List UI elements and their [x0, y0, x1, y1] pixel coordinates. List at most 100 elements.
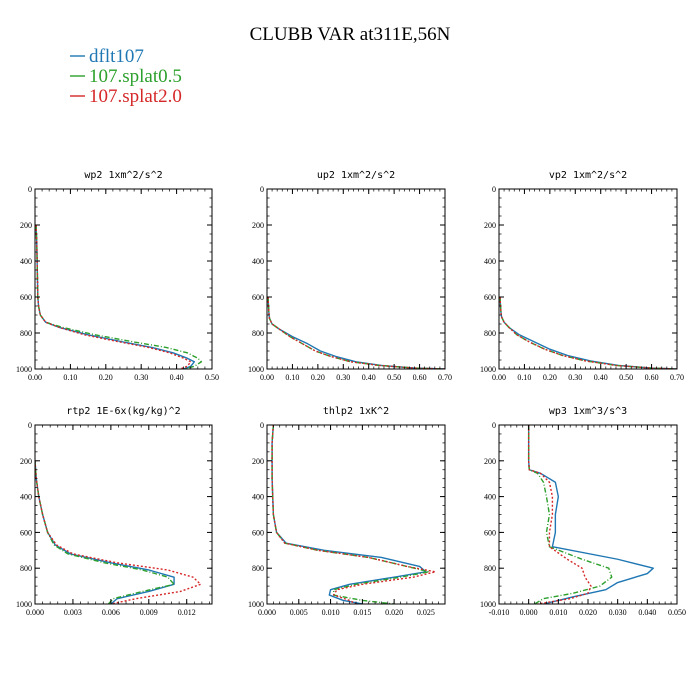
y-tick-label: 0: [492, 185, 496, 194]
x-tick-label: 0.025: [417, 608, 435, 617]
x-tick-label: 0.50: [619, 373, 633, 382]
series-line: [267, 296, 445, 369]
x-tick-label: 0.20: [99, 373, 113, 382]
figure-title: CLUBB VAR at311E,56N: [250, 24, 451, 45]
y-tick-label: 800: [484, 564, 496, 573]
y-tick-label: 800: [20, 564, 32, 573]
y-tick-label: 600: [20, 293, 32, 302]
y-tick-label: 0: [260, 421, 264, 430]
series-line: [527, 425, 592, 604]
chart-panel: thlp2 1xK^2 0.000 0.005 0.010 0.015 0.020 0.02…: [248, 406, 446, 617]
panel-title: wp2 1xm^2/s^2: [84, 170, 162, 181]
y-tick-label: 0: [260, 185, 264, 194]
legend-label: 107.splat0.5: [89, 66, 182, 87]
x-tick-label: 0.020: [385, 608, 403, 617]
plot-frame: [498, 424, 678, 605]
y-tick-label: 400: [484, 257, 496, 266]
x-tick-label: 0.00: [28, 373, 42, 382]
x-tick-label: 0.000: [26, 608, 44, 617]
x-tick-label: 0.009: [140, 608, 158, 617]
x-tick-label: 0.030: [609, 608, 627, 617]
x-tick-label: 0.30: [568, 373, 582, 382]
legend-label: 107.splat2.0: [89, 86, 182, 107]
panel-title: wp3 1xm^3/s^3: [549, 406, 627, 417]
series-line: [35, 224, 195, 369]
y-tick-label: 400: [20, 493, 32, 502]
series-line: [499, 296, 677, 369]
x-tick-label: 0.020: [579, 608, 597, 617]
chart-panel: vp2 1xm^2/s^2 0.00 0.10 0.20 0.30 0.40 0.50 0.6…: [480, 170, 684, 382]
chart-panel: wp3 1xm^3/s^3 -0.010 0.000 0.010 0.020 0.030 0…: [480, 406, 686, 617]
series-line: [35, 460, 202, 604]
y-tick-label: 200: [20, 457, 32, 466]
chart-panel: wp2 1xm^2/s^2 0.00 0.10 0.20 0.30 0.40 0.50 0 20…: [16, 170, 219, 382]
series-line: [35, 224, 203, 369]
x-tick-label: 0.70: [670, 373, 684, 382]
y-tick-label: 400: [484, 493, 496, 502]
chart-panel: up2 1xm^2/s^2 0.00 0.10 0.20 0.30 0.40 0.50 0.6…: [248, 170, 452, 382]
y-tick-label: 1000: [248, 365, 264, 374]
legend-item: dflt107: [70, 46, 144, 67]
x-tick-label: 0.040: [638, 608, 656, 617]
y-tick-label: 1000: [248, 600, 264, 609]
series-line: [499, 296, 677, 369]
y-tick-label: 0: [28, 421, 32, 430]
y-tick-label: 600: [252, 528, 264, 537]
plot-frame: [266, 188, 446, 370]
y-tick-label: 600: [484, 293, 496, 302]
x-tick-label: 0.012: [178, 608, 196, 617]
panel-title: rtp2 1E-6x(kg/kg)^2: [66, 406, 180, 417]
series-line: [35, 460, 175, 604]
plot-frame: [34, 424, 213, 605]
y-tick-label: 800: [20, 329, 32, 338]
series-line: [527, 425, 654, 604]
series-line: [35, 224, 192, 369]
series-line: [267, 296, 445, 369]
x-tick-label: 0.20: [311, 373, 325, 382]
series-line: [527, 425, 613, 604]
x-tick-label: 0.20: [543, 373, 557, 382]
x-tick-label: 0.10: [63, 373, 77, 382]
y-tick-label: 600: [20, 528, 32, 537]
y-tick-label: 400: [20, 257, 32, 266]
legend-item: 107.splat0.5: [70, 66, 182, 87]
panel-title: thlp2 1xK^2: [323, 406, 389, 417]
x-tick-label: 0.40: [594, 373, 608, 382]
y-tick-label: 200: [484, 457, 496, 466]
chart-panels: wp2 1xm^2/s^2 0.00 0.10 0.20 0.30 0.40 0.50 0 20…: [16, 170, 686, 617]
legend-item: 107.splat2.0: [70, 86, 182, 107]
y-tick-label: 200: [20, 221, 32, 230]
x-tick-label: 0.30: [336, 373, 350, 382]
y-tick-label: 400: [252, 493, 264, 502]
x-tick-label: 0.010: [322, 608, 340, 617]
x-tick-label: 0.000: [520, 608, 538, 617]
y-tick-label: 1000: [480, 365, 496, 374]
series-line: [267, 296, 445, 369]
x-tick-label: 0.010: [549, 608, 567, 617]
x-tick-label: 0.60: [413, 373, 427, 382]
x-tick-label: 0.000: [258, 608, 276, 617]
x-tick-label: 0.70: [438, 373, 452, 382]
x-tick-label: 0.10: [285, 373, 299, 382]
legend-label: dflt107: [89, 46, 144, 67]
x-tick-label: 0.015: [353, 608, 371, 617]
y-tick-label: 0: [28, 185, 32, 194]
x-tick-label: 0.00: [492, 373, 506, 382]
x-tick-label: 0.005: [290, 608, 308, 617]
x-tick-label: -0.010: [489, 608, 510, 617]
x-tick-label: 0.40: [170, 373, 184, 382]
y-tick-label: 800: [252, 564, 264, 573]
x-tick-label: 0.050: [668, 608, 686, 617]
plot-frame: [498, 188, 678, 370]
plot-frame: [266, 424, 446, 605]
y-tick-label: 200: [484, 221, 496, 230]
x-tick-label: 0.00: [260, 373, 274, 382]
x-tick-label: 0.50: [387, 373, 401, 382]
y-tick-label: 600: [484, 528, 496, 537]
y-tick-label: 800: [252, 329, 264, 338]
chart-panel: rtp2 1E-6x(kg/kg)^2 0.000 0.003 0.006 0.009 0…: [16, 406, 213, 617]
panel-title: up2 1xm^2/s^2: [317, 170, 395, 181]
y-tick-label: 400: [252, 257, 264, 266]
